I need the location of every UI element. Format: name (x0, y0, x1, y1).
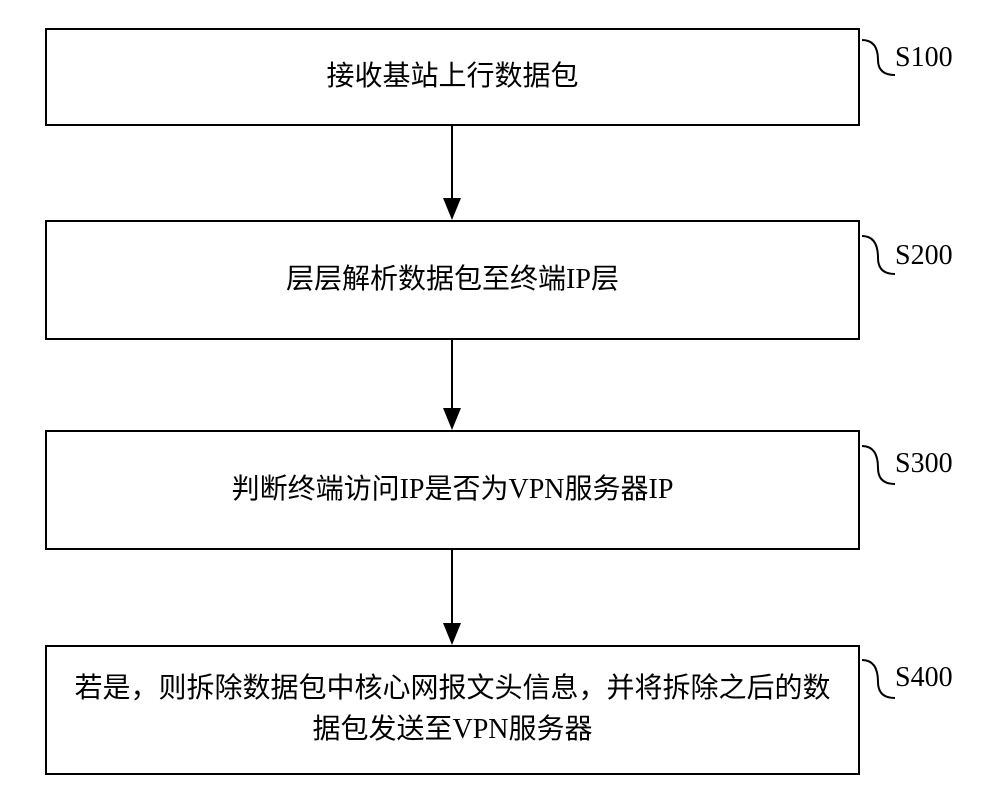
flowchart-canvas: 接收基站上行数据包 层层解析数据包至终端IP层 判断终端访问IP是否为VPN服务… (0, 0, 1000, 807)
connector-overlay (0, 0, 1000, 807)
